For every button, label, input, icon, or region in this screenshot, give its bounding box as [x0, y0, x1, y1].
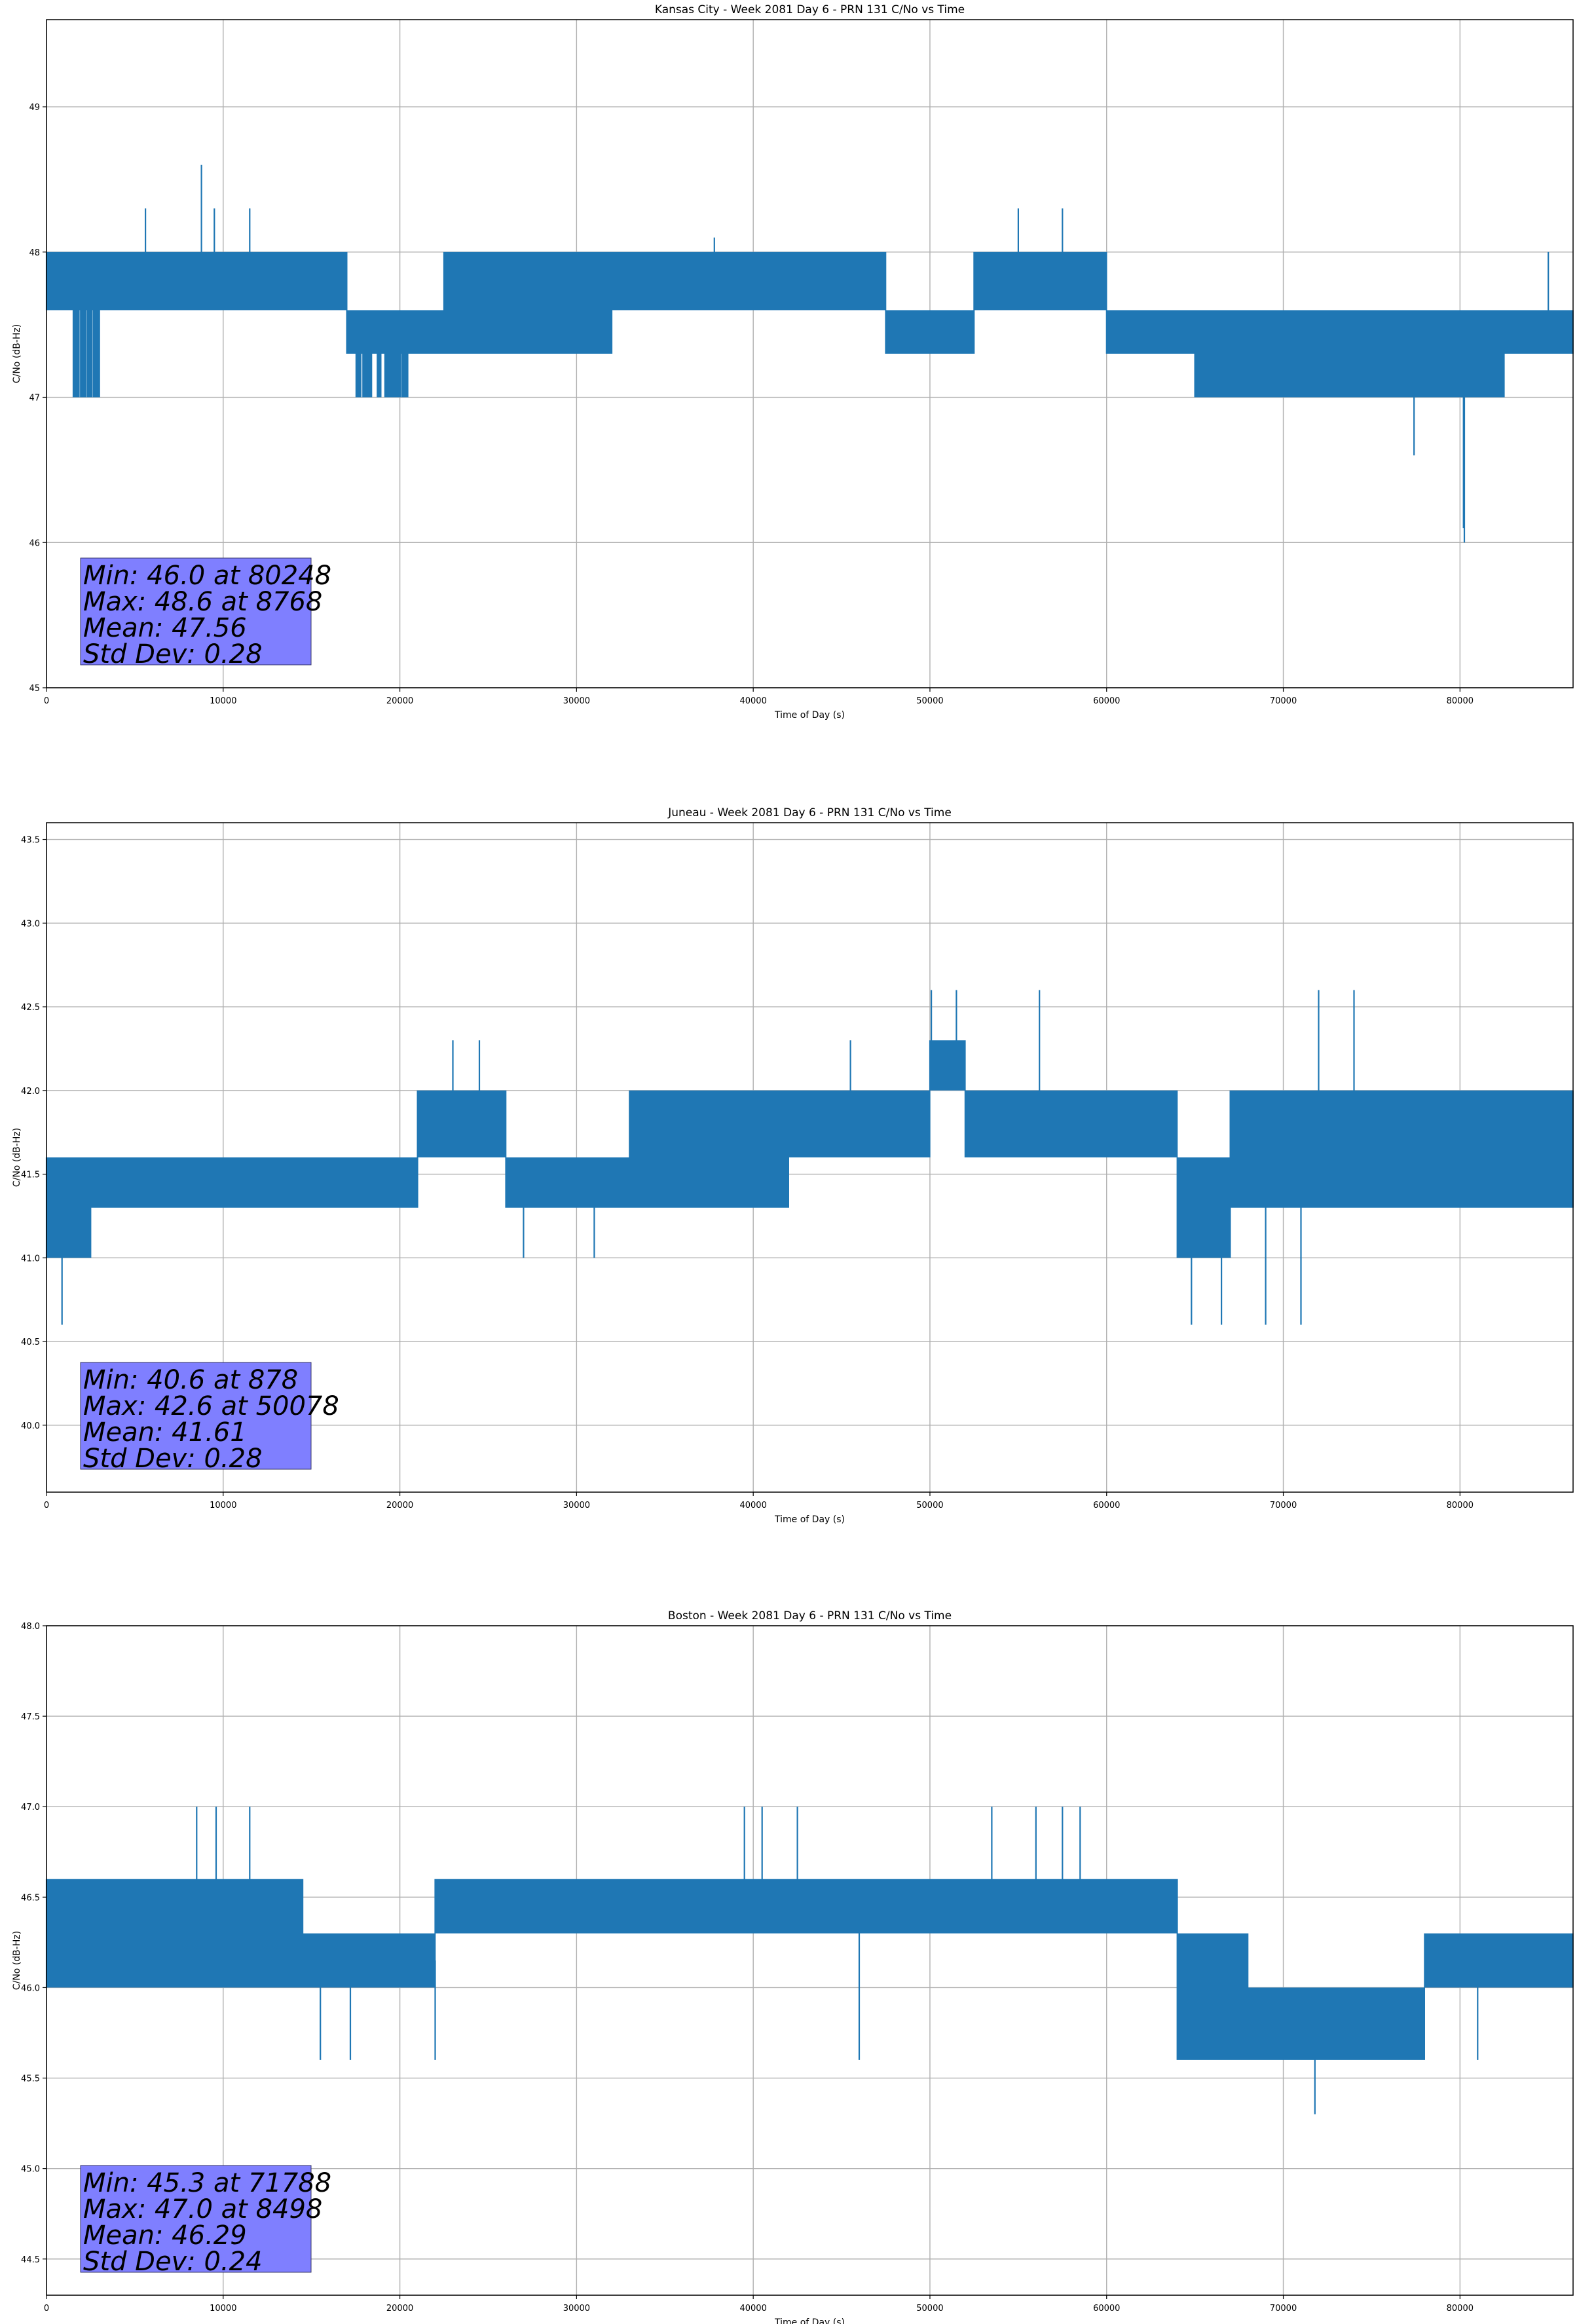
y-tick-label: 47.5 — [21, 1712, 40, 1722]
stats-line: Max: 42.6 at 50078 — [83, 1391, 339, 1421]
x-tick-label: 20000 — [386, 696, 413, 706]
x-tick-label: 0 — [44, 2304, 49, 2314]
x-tick-label: 80000 — [1447, 696, 1474, 706]
stats-line: Std Dev: 0.28 — [83, 1444, 263, 1474]
x-tick-label: 20000 — [386, 2304, 413, 2314]
chart-title: Boston - Week 2081 Day 6 - PRN 131 C/No … — [668, 1609, 952, 1622]
stats-line: Std Dev: 0.28 — [83, 639, 263, 669]
x-tick-label: 40000 — [739, 1501, 766, 1510]
x-tick-label: 50000 — [916, 696, 943, 706]
chart-panel-2: 0 10000 20000 30000 40000 50000 60000 70000 8000… — [12, 1609, 1574, 2324]
x-tick-label: 50000 — [916, 2304, 943, 2314]
stats-line: Min: 45.3 at 71788 — [83, 2168, 331, 2198]
series-line — [45, 1807, 1574, 2114]
y-tick-label: 40.0 — [21, 1421, 40, 1431]
stats-line: Min: 46.0 at 80248 — [83, 561, 331, 591]
y-tick-label: 43.0 — [21, 919, 40, 929]
stats-line: Max: 48.6 at 8768 — [83, 587, 322, 617]
y-tick-label: 49 — [29, 103, 40, 113]
y-tick-label: 47 — [29, 394, 40, 403]
x-tick-label: 10000 — [210, 696, 236, 706]
x-tick-label: 60000 — [1093, 2304, 1120, 2314]
y-tick-label: 48 — [29, 248, 40, 258]
x-tick-label: 30000 — [563, 1501, 590, 1510]
stats-line: Mean: 47.56 — [83, 613, 247, 643]
plot-frame — [46, 1625, 1574, 2296]
y-tick-label: 46.0 — [21, 1983, 40, 1993]
y-tick-label: 42.5 — [21, 1003, 40, 1013]
y-tick-label: 47.0 — [21, 1803, 40, 1812]
x-tick-label: 40000 — [739, 2304, 766, 2314]
chart-title: Juneau - Week 2081 Day 6 - PRN 131 C/No … — [667, 806, 952, 819]
y-tick-label: 48.0 — [21, 1622, 40, 1632]
x-tick-label: 10000 — [210, 1501, 236, 1510]
x-tick-label: 30000 — [563, 2304, 590, 2314]
y-tick-label: 41.0 — [21, 1254, 40, 1264]
x-axis-label: Time of Day (s) — [774, 2317, 845, 2324]
x-tick-label: 70000 — [1270, 696, 1297, 706]
y-tick-label: 44.5 — [21, 2255, 40, 2265]
stats-box — [80, 2165, 312, 2273]
x-tick-label: 50000 — [916, 1501, 943, 1510]
y-tick-label: 46 — [29, 538, 40, 548]
y-axis-label: C/No (dB-Hz) — [12, 324, 22, 383]
chart-panel-1: 0 10000 20000 30000 40000 50000 60000 70000 8000… — [12, 806, 1574, 1525]
x-tick-label: 40000 — [739, 696, 766, 706]
stats-line: Max: 47.0 at 8498 — [83, 2194, 322, 2224]
x-axis-label: Time of Day (s) — [774, 710, 845, 721]
plot-frame — [46, 19, 1574, 688]
plot-frame — [46, 822, 1574, 1493]
x-tick-label: 70000 — [1270, 1501, 1297, 1510]
stats-line: Mean: 46.29 — [83, 2221, 247, 2251]
chart-panel-0: 0 10000 20000 30000 40000 50000 60000 70000 8000… — [12, 3, 1574, 721]
y-tick-label: 45.5 — [21, 2074, 40, 2084]
series-line — [45, 164, 1574, 543]
x-axis-label: Time of Day (s) — [774, 1514, 845, 1525]
y-axis-label: C/No (dB-Hz) — [12, 1128, 22, 1187]
y-tick-label: 40.5 — [21, 1338, 40, 1347]
y-tick-label: 43.5 — [21, 836, 40, 846]
x-tick-label: 30000 — [563, 696, 590, 706]
x-tick-label: 80000 — [1447, 2304, 1474, 2314]
stats-line: Mean: 41.61 — [83, 1417, 247, 1448]
stats-line: Std Dev: 0.24 — [83, 2247, 263, 2277]
y-tick-label: 45 — [29, 684, 40, 694]
series-line — [45, 990, 1574, 1325]
x-tick-label: 80000 — [1447, 1501, 1474, 1510]
x-tick-label: 0 — [44, 696, 49, 706]
x-tick-label: 10000 — [210, 2304, 236, 2314]
stats-box — [80, 557, 312, 665]
x-tick-label: 0 — [44, 1501, 49, 1510]
x-tick-label: 60000 — [1093, 1501, 1120, 1510]
stats-line: Min: 40.6 at 878 — [83, 1365, 298, 1395]
chart-title: Kansas City - Week 2081 Day 6 - PRN 131 … — [655, 3, 965, 16]
x-tick-label: 20000 — [386, 1501, 413, 1510]
y-tick-label: 46.5 — [21, 1893, 40, 1903]
y-axis-label: C/No (dB-Hz) — [12, 1931, 22, 1990]
y-tick-label: 45.0 — [21, 2165, 40, 2175]
x-tick-label: 70000 — [1270, 2304, 1297, 2314]
y-tick-label: 41.5 — [21, 1171, 40, 1180]
x-tick-label: 60000 — [1093, 696, 1120, 706]
stats-box — [80, 1362, 312, 1470]
y-tick-label: 42.0 — [21, 1087, 40, 1096]
